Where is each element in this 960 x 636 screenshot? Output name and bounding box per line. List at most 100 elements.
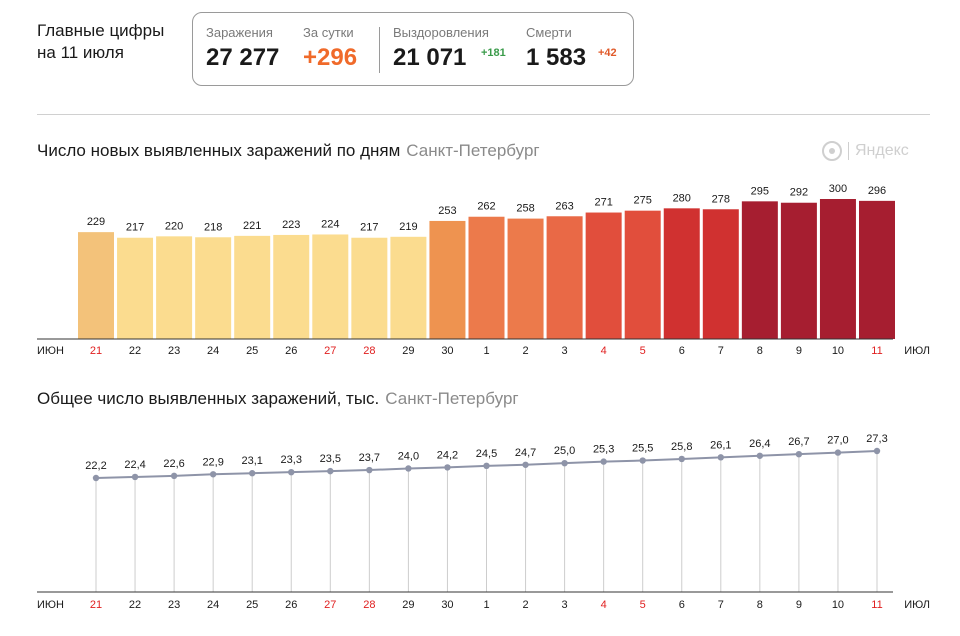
data-point: [92, 474, 100, 482]
bar-value-label: 218: [204, 221, 222, 233]
bar: [546, 216, 583, 339]
bar: [780, 202, 817, 339]
bar: [390, 236, 427, 339]
line-chart-tick-label: 2: [522, 599, 528, 611]
bar-value-label: 275: [634, 195, 652, 207]
bar-value-label: 253: [438, 205, 456, 217]
bar: [312, 234, 349, 339]
point-value-label: 25,0: [554, 445, 575, 457]
bar-chart-tick-label: 24: [207, 345, 219, 357]
bar: [273, 234, 310, 339]
point-value-label: 27,3: [866, 433, 887, 445]
bar-chart-tick-label: 6: [679, 345, 685, 357]
yandex-logo-text: Яндекс: [855, 142, 909, 159]
bar: [624, 210, 661, 339]
line-chart-tick-label: 6: [679, 599, 685, 611]
bar-value-label: 224: [321, 218, 339, 230]
stat-deaths-label: Смерти: [526, 25, 572, 40]
data-point: [561, 459, 568, 467]
stats-card: Заражения 27 277 За сутки +296 Выздоровл…: [192, 12, 634, 86]
bar-chart-title-text: Число новых выявленных заражений по дням: [37, 141, 401, 160]
line-chart-tick-label: 9: [796, 599, 802, 611]
line-chart-tick-label: 28: [363, 599, 375, 611]
data-point: [249, 470, 256, 477]
line-chart-month-start-label: ИЮН: [37, 599, 64, 611]
bar: [819, 199, 856, 339]
line-chart-tick-label: 5: [640, 599, 646, 611]
headline-line-1: Главные цифры: [37, 21, 165, 40]
point-value-label: 25,5: [632, 443, 653, 455]
stat-daily-value: +296: [303, 44, 358, 71]
bar-chart-tick-label: 23: [168, 345, 180, 357]
line-chart-tick-label: 24: [207, 599, 219, 611]
yandex-logo: Яндекс: [822, 141, 909, 161]
line-chart-tick-label: 29: [402, 599, 414, 611]
line-chart-tick-label: 25: [246, 599, 258, 611]
bar-chart-tick-label: 8: [757, 345, 763, 357]
bar-chart-tick-label: 25: [246, 345, 258, 357]
line-chart-tick-label: 7: [718, 599, 724, 611]
bar: [741, 201, 778, 339]
stat-infections-label: Заражения: [206, 25, 273, 40]
bar-chart-tick-label: 5: [640, 345, 646, 357]
stat-recoveries: Выздоровления 21 071 +181: [393, 25, 506, 72]
point-value-label: 23,7: [359, 452, 380, 464]
point-value-label: 23,3: [281, 454, 302, 466]
data-point: [327, 467, 334, 475]
point-value-label: 24,0: [398, 450, 419, 462]
stat-recoveries-delta: +181: [481, 47, 506, 59]
line-chart-tick-label: 4: [601, 599, 607, 611]
line-chart-tick-label: 1: [483, 599, 489, 611]
bar: [468, 216, 505, 339]
bar-chart-tick-label: 26: [285, 345, 297, 357]
point-value-label: 27,0: [827, 435, 848, 447]
point-value-label: 23,5: [320, 453, 341, 465]
point-value-label: 26,4: [749, 438, 770, 450]
bar-chart-tick-label: 27: [324, 345, 336, 357]
bar-value-label: 223: [282, 219, 300, 231]
point-value-label: 22,6: [163, 458, 184, 470]
headline: Главные цифры на 11 июля: [37, 20, 164, 64]
data-point: [483, 462, 490, 470]
bar-chart-title: Число новых выявленных заражений по дням…: [37, 141, 540, 161]
logo-separator: [848, 142, 849, 160]
line-chart-tick-label: 8: [757, 599, 763, 611]
bar-chart-tick-label: 2: [522, 345, 528, 357]
bar-value-label: 292: [790, 187, 808, 199]
yandex-logo-icon: [822, 141, 842, 161]
point-value-label: 25,8: [671, 441, 692, 453]
bar: [156, 236, 193, 339]
data-point: [717, 454, 724, 461]
bar-chart-tick-label: 22: [129, 345, 141, 357]
bar-value-label: 300: [829, 183, 847, 195]
point-value-label: 22,4: [124, 459, 145, 471]
bar-value-label: 296: [868, 185, 886, 197]
bar: [78, 232, 114, 339]
stat-infections: Заражения 27 277: [206, 25, 279, 72]
stat-deaths: Смерти 1 583 +42: [526, 25, 617, 72]
stat-daily: За сутки +296: [303, 25, 357, 72]
point-value-label: 24,5: [476, 448, 497, 460]
data-point: [834, 449, 842, 456]
point-value-label: 22,9: [202, 456, 223, 468]
stat-deaths-delta: +42: [598, 47, 617, 59]
point-value-label: 24,2: [437, 449, 458, 461]
bar: [585, 212, 622, 339]
data-point: [444, 464, 451, 471]
line-chart-tick-label: 3: [562, 599, 568, 611]
line-chart-city: Санкт-Петербург: [385, 389, 519, 408]
stat-infections-value: 27 277: [206, 44, 280, 71]
line-chart-tick-label: 27: [324, 599, 336, 611]
line-chart-tick-label: 26: [285, 599, 297, 611]
bar-value-label: 221: [243, 220, 261, 232]
bar: [351, 237, 388, 339]
bar: [507, 218, 544, 339]
point-value-label: 24,7: [515, 447, 536, 459]
bar: [429, 220, 466, 339]
bar-chart-tick-label: 1: [483, 345, 489, 357]
data-point: [170, 472, 178, 480]
line-chart: 22,2 22,4 22,6 22,9 23,1 23,3 23,5 23,7 24,0 24,2…: [37, 433, 930, 611]
bar-chart-month-start-label: ИЮН: [37, 345, 64, 357]
stat-daily-label: За сутки: [303, 25, 354, 40]
point-value-label: 26,1: [710, 439, 731, 451]
